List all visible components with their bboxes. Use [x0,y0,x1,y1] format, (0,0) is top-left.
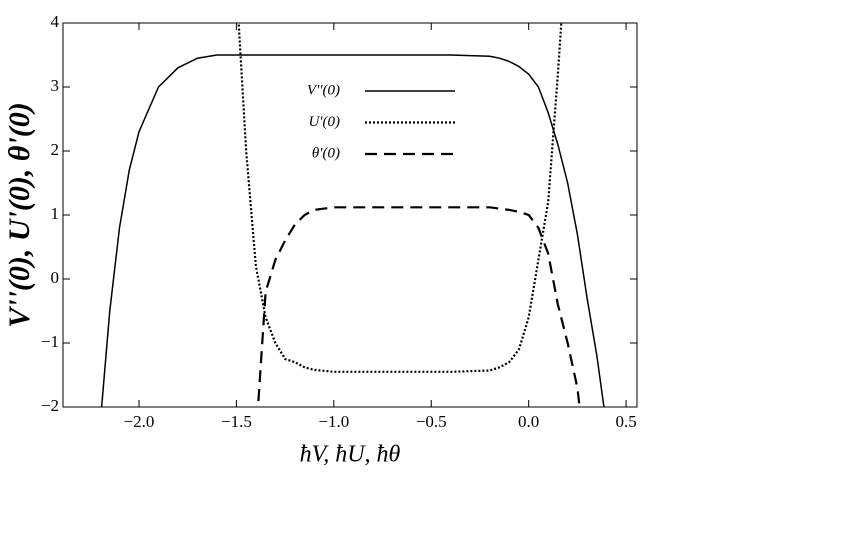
y-tick-label: −2 [41,396,59,415]
x-axis-label: ħV, ħU, ħθ [300,442,401,468]
plot-area [100,23,605,407]
y-tick-label: 2 [51,140,60,159]
x-tick-label: 0.5 [615,412,636,431]
x-tick-label: −1.0 [318,412,349,431]
series-line [100,54,605,407]
y-tick-label: 4 [51,12,60,31]
y-tick-label: 0 [51,268,60,287]
x-tick-label: −1.5 [221,412,252,431]
x-tick-label: 0.0 [518,412,539,431]
y-axis-label: V''(0), U'(0), θ'(0) [3,102,36,328]
y-tick-label: −1 [41,332,59,351]
y-tick-label: 1 [51,204,60,223]
x-tick-label: −2.0 [124,412,155,431]
legend-label: U'(0) [308,114,340,130]
series-line [237,23,563,373]
legend-label: θ'(0) [312,145,340,161]
legend-label: V''(0) [307,82,340,98]
x-tick-label: −0.5 [416,412,447,431]
series-line [256,206,581,407]
plot-frame [62,22,638,408]
y-tick-label: 3 [51,76,60,95]
